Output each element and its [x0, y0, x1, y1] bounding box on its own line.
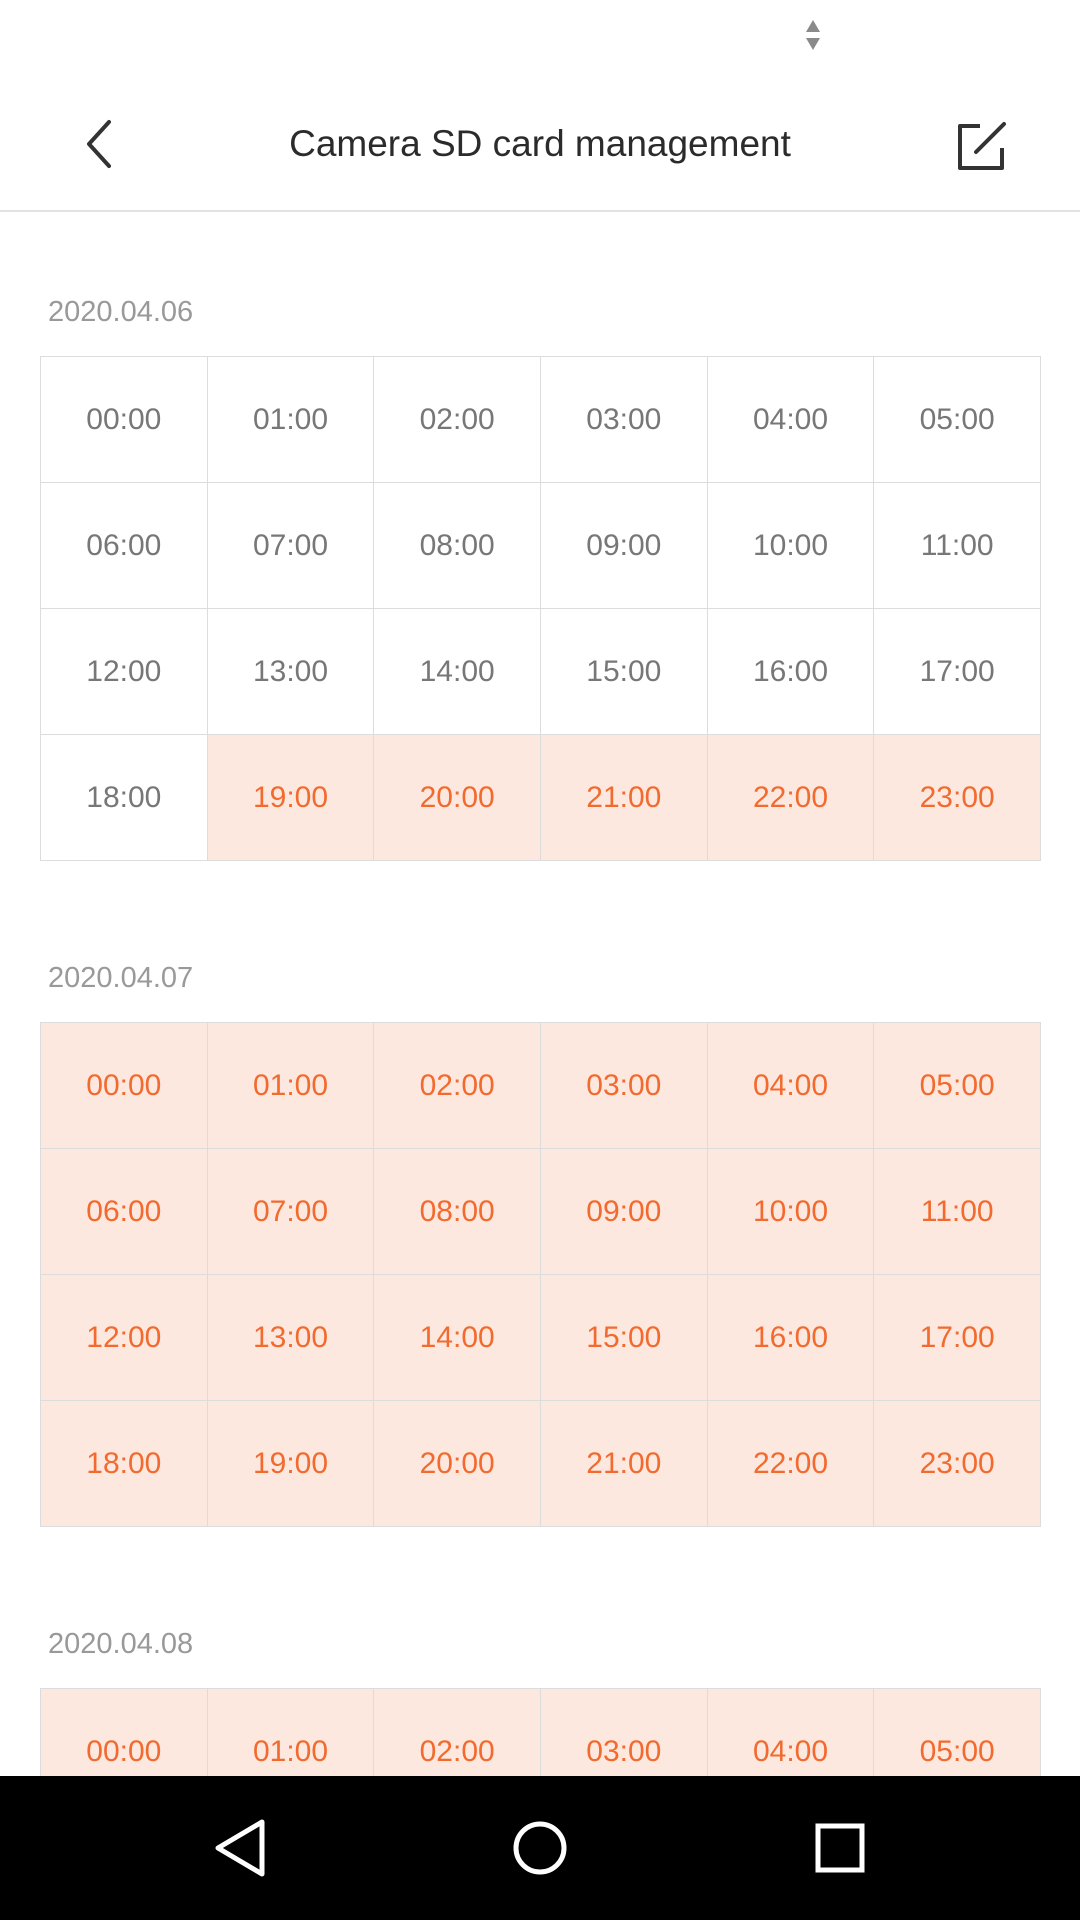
nav-back-icon	[215, 1819, 265, 1877]
hour-slot: 03:00	[541, 357, 708, 483]
nav-back-button[interactable]	[200, 1808, 280, 1888]
hour-slot: 14:00	[374, 609, 541, 735]
hour-slot-recorded[interactable]: 17:00	[874, 1275, 1041, 1401]
hour-slot-recorded[interactable]: 18:00	[41, 1401, 208, 1527]
nav-recents-icon	[815, 1823, 865, 1873]
hour-slot-recorded[interactable]: 21:00	[541, 1401, 708, 1527]
hour-slot: 17:00	[874, 609, 1041, 735]
hour-slot-recorded[interactable]: 19:00	[207, 735, 375, 861]
hour-grid: 00:00 01:00 02:00 03:00 04:00 05:00	[40, 1688, 1041, 1776]
edit-button[interactable]	[946, 112, 1016, 182]
hour-slot: 01:00	[207, 357, 375, 483]
hour-slot-recorded[interactable]: 11:00	[874, 1149, 1041, 1275]
hour-slot-recorded[interactable]: 01:00	[207, 1689, 375, 1776]
hour-slot-recorded[interactable]: 03:00	[541, 1023, 708, 1149]
hour-slot-recorded[interactable]: 08:00	[374, 1149, 541, 1275]
hour-slot-recorded[interactable]: 23:00	[874, 1401, 1041, 1527]
hour-slot-recorded[interactable]: 05:00	[874, 1023, 1041, 1149]
nav-home-button[interactable]	[500, 1808, 580, 1888]
hour-slot-recorded[interactable]: 00:00	[41, 1023, 208, 1149]
hour-slot-recorded[interactable]: 04:00	[707, 1689, 875, 1776]
hour-slot-recorded[interactable]: 12:00	[41, 1275, 208, 1401]
hour-slot-recorded[interactable]: 05:00	[874, 1689, 1041, 1776]
page-title: Camera SD card management	[289, 123, 791, 164]
hour-slot-recorded[interactable]: 22:00	[707, 735, 875, 861]
hour-slot: 16:00	[707, 609, 875, 735]
hour-slot: 00:00	[41, 357, 208, 483]
hour-slot-recorded[interactable]: 20:00	[374, 1401, 541, 1527]
hour-slot: 15:00	[541, 609, 708, 735]
hour-slot-recorded[interactable]: 13:00	[207, 1275, 375, 1401]
hour-slot-recorded[interactable]: 07:00	[207, 1149, 375, 1275]
hour-slot-recorded[interactable]: 01:00	[207, 1023, 375, 1149]
hour-slot: 02:00	[374, 357, 541, 483]
hour-slot-recorded[interactable]: 14:00	[374, 1275, 541, 1401]
hour-grid: 00:00 01:00 02:00 03:00 04:00 05:00 06:00 07:00…	[40, 1022, 1041, 1527]
day-date-label: 2020.04.07	[48, 962, 194, 994]
hour-slot-recorded[interactable]: 21:00	[541, 735, 708, 861]
hour-slot: 07:00	[207, 483, 375, 609]
nav-recents-button[interactable]	[800, 1808, 880, 1888]
hour-slot: 06:00	[41, 483, 208, 609]
edit-icon	[958, 122, 1006, 170]
hour-slot-recorded[interactable]: 22:00	[707, 1401, 875, 1527]
hour-slot-recorded[interactable]: 19:00	[207, 1401, 375, 1527]
data-activity-icon	[806, 20, 820, 50]
day-date-label: 2020.04.08	[48, 1628, 194, 1660]
hour-slot: 10:00	[707, 483, 875, 609]
hour-slot-recorded[interactable]: 10:00	[707, 1149, 875, 1275]
hour-slot: 12:00	[41, 609, 208, 735]
system-nav-bar	[0, 1776, 1080, 1920]
hour-slot: 11:00	[874, 483, 1041, 609]
hour-slot: 18:00	[41, 735, 208, 861]
hour-slot: 04:00	[707, 357, 875, 483]
hour-slot-recorded[interactable]: 15:00	[541, 1275, 708, 1401]
hour-slot: 09:00	[541, 483, 708, 609]
nav-home-icon	[513, 1821, 567, 1875]
hour-slot-recorded[interactable]: 02:00	[374, 1023, 541, 1149]
hour-slot-recorded[interactable]: 02:00	[374, 1689, 541, 1776]
hour-slot: 05:00	[874, 357, 1041, 483]
recordings-list[interactable]: 2020.04.06 00:00 01:00 02:00 03:00 04:00 05:0…	[0, 212, 1080, 1776]
hour-slot-recorded[interactable]: 23:00	[874, 735, 1041, 861]
app-header: Camera SD card management	[0, 72, 1080, 212]
hour-slot: 08:00	[374, 483, 541, 609]
hour-slot-recorded[interactable]: 03:00	[541, 1689, 708, 1776]
hour-slot-recorded[interactable]: 20:00	[374, 735, 541, 861]
hour-slot-recorded[interactable]: 06:00	[41, 1149, 208, 1275]
day-date-label: 2020.04.06	[48, 296, 194, 328]
hour-slot: 13:00	[207, 609, 375, 735]
hour-slot-recorded[interactable]: 16:00	[707, 1275, 875, 1401]
hour-slot-recorded[interactable]: 00:00	[41, 1689, 208, 1776]
hour-grid: 00:00 01:00 02:00 03:00 04:00 05:00 06:00 07:00…	[40, 356, 1041, 861]
back-button[interactable]	[64, 104, 134, 184]
hour-slot-recorded[interactable]: 09:00	[541, 1149, 708, 1275]
status-bar	[0, 0, 1080, 72]
chevron-left-icon	[87, 120, 111, 168]
hour-slot-recorded[interactable]: 04:00	[707, 1023, 875, 1149]
